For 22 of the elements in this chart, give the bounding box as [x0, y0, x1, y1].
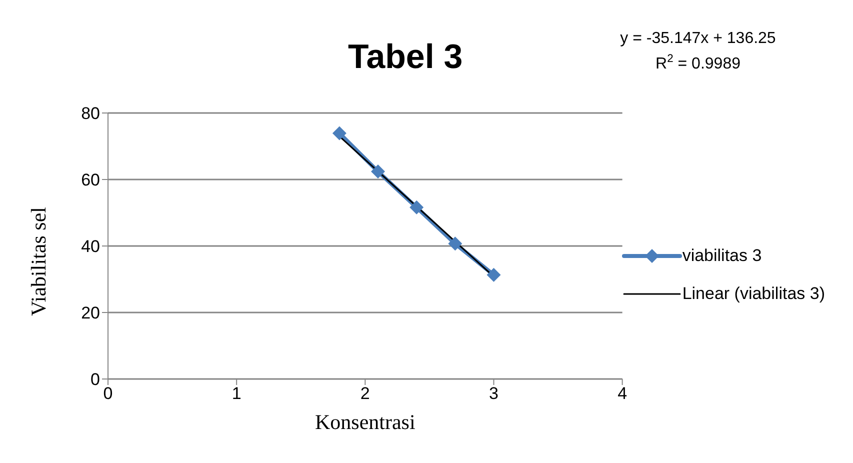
chart-title: Tabel 3 [348, 38, 463, 77]
point [486, 268, 501, 282]
y-tick-label: 20 [81, 304, 100, 323]
y-axis-title: Viabilitas sel [26, 206, 50, 316]
y-tick-label: 80 [81, 104, 100, 124]
x-axis-title: Konsentrasi [314, 410, 416, 434]
y-tick-label: 60 [81, 170, 100, 190]
point [448, 236, 462, 251]
x-tick-label: 4 [618, 384, 628, 404]
point [410, 200, 424, 214]
x-tick-label: 0 [103, 384, 113, 404]
x-tick-label: 1 [232, 384, 242, 404]
text: R$^{2}$ = 0.9989 [656, 53, 740, 72]
y-tick-label: 0 [90, 370, 100, 390]
point [332, 126, 346, 140]
legend-label: Linear (viabilitas 3) [682, 284, 825, 304]
x-tick-label: 3 [489, 384, 498, 404]
text: y = -35.147x + 136.25 [620, 30, 776, 47]
x-tick-label: 2 [360, 384, 370, 404]
y-tick-label: 40 [81, 237, 100, 256]
legend-label: viabilitas 3 [682, 246, 762, 266]
point [371, 164, 386, 179]
